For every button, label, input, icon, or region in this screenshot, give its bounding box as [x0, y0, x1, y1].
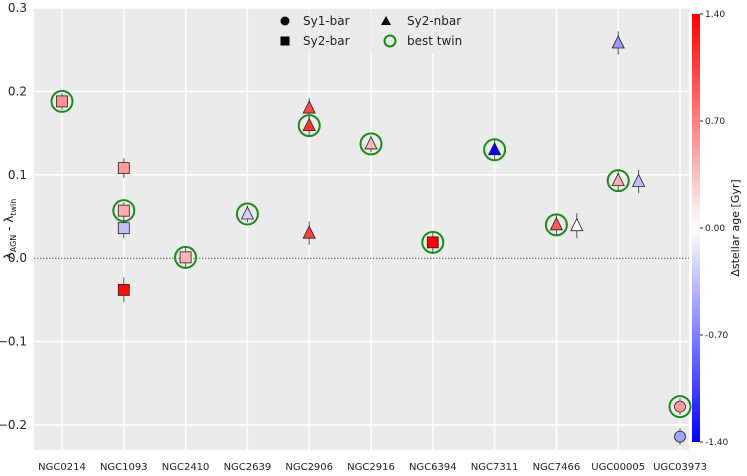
colorbar-tick-label: 0.00: [705, 224, 725, 234]
y-tick-label: 0.1: [8, 168, 27, 182]
best-twin-ring: [421, 230, 445, 254]
data-point-square: [179, 251, 192, 264]
data-point-triangle: [631, 173, 646, 187]
data-point-square: [56, 95, 68, 108]
data-point-triangle: [570, 217, 584, 232]
legend-marker-sy2-bar: [280, 36, 290, 46]
best-twin-ring: [235, 202, 259, 226]
data-point-triangle: [302, 100, 316, 114]
data-points: [50, 31, 692, 445]
x-tick-label: NGC7466: [533, 462, 581, 473]
best-twin-ring: [50, 89, 74, 113]
legend-marker-sy1-bar: [280, 16, 290, 26]
data-point-triangle: [364, 136, 378, 150]
best-twin-ring: [668, 395, 692, 419]
best-twin-ring: [544, 213, 568, 237]
x-tick-label: UGC03973: [653, 462, 707, 473]
legend-label-sy1-bar: Sy1-bar: [303, 14, 350, 28]
data-point-triangle: [302, 225, 316, 239]
grid-lines: [34, 7, 689, 450]
data-point-circle: [674, 400, 686, 413]
colorbar-label: Δstellar age [Gyr]: [729, 179, 742, 276]
colorbar-tick-label: -1.40: [705, 438, 729, 448]
data-point-square: [117, 222, 130, 235]
x-tick-label: NGC0214: [38, 462, 86, 473]
x-tick-label: NGC6394: [409, 462, 457, 473]
x-tick-label: UGC00005: [591, 462, 645, 473]
data-point-square: [426, 236, 439, 249]
colorbar: [692, 14, 700, 442]
data-point-triangle: [611, 172, 625, 187]
plot-background: [34, 8, 689, 450]
colorbar-ticks: 1.40 0.70 0.00 -0.70 -1.40: [700, 10, 729, 448]
x-tick-label: NGC2906: [285, 462, 333, 473]
best-twin-ring: [359, 132, 383, 156]
data-point-circle: [674, 430, 686, 443]
x-axis-ticks: NGC0214 NGC1093 NGC2410 NGC2639 NGC2906 NGC29…: [38, 462, 707, 473]
colorbar-tick-label: 1.40: [705, 10, 725, 20]
y-tick-label: 0.2: [8, 84, 27, 98]
data-point-triangle: [240, 206, 255, 220]
x-tick-label: NGC7311: [471, 462, 519, 473]
best-twin-ring: [174, 245, 198, 269]
legend-box: [263, 10, 479, 54]
best-twin-ring: [483, 138, 507, 162]
legend: Sy1-bar Sy2-nbar Sy2-bar best twin: [263, 10, 479, 54]
data-point-square: [117, 283, 130, 296]
legend-label-best-twin: best twin: [407, 34, 462, 48]
data-point-triangle: [549, 216, 564, 231]
data-point-triangle: [611, 35, 625, 49]
legend-marker-best-twin: [383, 34, 397, 48]
y-tick-label: 0.3: [8, 1, 27, 15]
y-tick-label: −0.1: [0, 335, 27, 349]
data-point-square: [117, 204, 130, 217]
y-axis-label: λAGN - λtwin: [2, 199, 18, 260]
legend-marker-sy2-nbar: [381, 16, 391, 25]
data-point-triangle: [487, 141, 502, 156]
data-point-triangle: [302, 117, 316, 131]
x-tick-label: NGC2410: [162, 462, 210, 473]
x-tick-label: NGC1093: [100, 462, 148, 473]
best-twin-ring: [297, 114, 321, 138]
x-tick-label: NGC2639: [224, 462, 272, 473]
best-twin-ring: [606, 169, 630, 193]
legend-label-sy2-nbar: Sy2-nbar: [407, 14, 461, 28]
y-axis-ticks: 0.3 0.2 0.1 0.0 −0.1 −0.2: [0, 1, 27, 432]
colorbar-tick-label: -0.70: [705, 331, 729, 341]
colorbar-tick-label: 0.70: [705, 117, 725, 127]
x-tick-label: NGC2916: [347, 462, 395, 473]
y-tick-label: 0.0: [8, 251, 27, 265]
y-tick-label: −0.2: [0, 418, 27, 432]
data-point-square: [117, 162, 130, 175]
legend-label-sy2-bar: Sy2-bar: [303, 34, 350, 48]
